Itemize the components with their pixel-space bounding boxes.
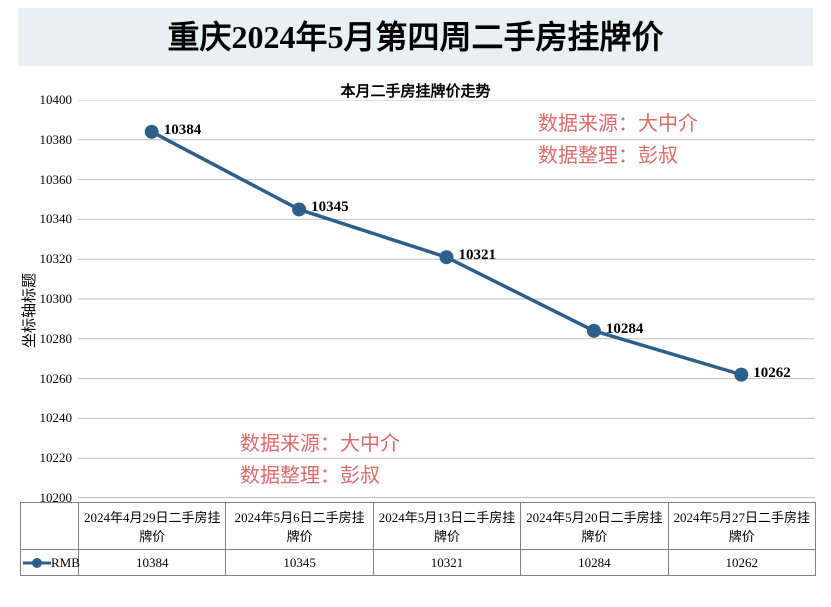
y-tick-label: 10260 bbox=[40, 371, 73, 387]
table-data-row: RMB1038410345103211028410262 bbox=[21, 550, 816, 576]
legend-marker-icon bbox=[23, 557, 51, 569]
legend-label: RMB bbox=[51, 555, 80, 570]
data-point bbox=[587, 324, 601, 338]
data-point bbox=[145, 125, 159, 139]
table-category-cell: 2024年5月13日二手房挂牌价 bbox=[373, 503, 520, 550]
y-tick-label: 10280 bbox=[40, 331, 73, 347]
chart-subtitle: 本月二手房挂牌价走势 bbox=[0, 80, 831, 101]
data-point-label: 10345 bbox=[311, 199, 349, 216]
y-tick-label: 10400 bbox=[40, 92, 73, 108]
table-value-cell: 10262 bbox=[668, 550, 815, 576]
table-value-cell: 10384 bbox=[79, 550, 226, 576]
page-title-band: 重庆2024年5月第四周二手房挂牌价 bbox=[18, 8, 813, 66]
y-tick-label: 10380 bbox=[40, 132, 73, 148]
watermark-bottom: 数据来源：大中介 数据整理：彭叔 bbox=[240, 428, 400, 492]
watermark-top: 数据来源：大中介 数据整理：彭叔 bbox=[538, 108, 698, 172]
table-category-cell: 2024年5月6日二手房挂牌价 bbox=[226, 503, 373, 550]
data-point-label: 10321 bbox=[459, 247, 497, 264]
data-point bbox=[440, 250, 454, 264]
line-chart-plot: 1020010220102401026010280103001032010340… bbox=[78, 100, 815, 498]
page-title: 重庆2024年5月第四周二手房挂牌价 bbox=[167, 19, 663, 55]
y-tick-label: 10320 bbox=[40, 251, 73, 267]
table-header-row: 2024年4月29日二手房挂牌价2024年5月6日二手房挂牌价2024年5月13… bbox=[21, 503, 816, 550]
y-tick-label: 10240 bbox=[40, 410, 73, 426]
table-value-cell: 10345 bbox=[226, 550, 373, 576]
y-tick-label: 10220 bbox=[40, 450, 73, 466]
table-value-cell: 10321 bbox=[373, 550, 520, 576]
data-point bbox=[292, 202, 306, 216]
y-tick-label: 10340 bbox=[40, 211, 73, 227]
table-category-cell: 2024年5月20日二手房挂牌价 bbox=[521, 503, 668, 550]
table-corner-cell bbox=[21, 503, 79, 550]
y-tick-label: 10300 bbox=[40, 291, 73, 307]
data-point-label: 10262 bbox=[753, 365, 791, 382]
data-point bbox=[734, 368, 748, 382]
plot-svg bbox=[78, 100, 815, 498]
legend-cell: RMB bbox=[21, 550, 79, 576]
y-tick-label: 10360 bbox=[40, 172, 73, 188]
y-axis-label: 坐标轴标题 bbox=[18, 273, 39, 348]
data-point-label: 10284 bbox=[606, 321, 644, 338]
data-point-label: 10384 bbox=[164, 122, 202, 139]
table-category-cell: 2024年4月29日二手房挂牌价 bbox=[79, 503, 226, 550]
chart-card: 重庆2024年5月第四周二手房挂牌价 本月二手房挂牌价走势 坐标轴标题 1020… bbox=[0, 8, 831, 607]
table-category-cell: 2024年5月27日二手房挂牌价 bbox=[668, 503, 815, 550]
data-table: 2024年4月29日二手房挂牌价2024年5月6日二手房挂牌价2024年5月13… bbox=[20, 502, 816, 576]
table-value-cell: 10284 bbox=[521, 550, 668, 576]
